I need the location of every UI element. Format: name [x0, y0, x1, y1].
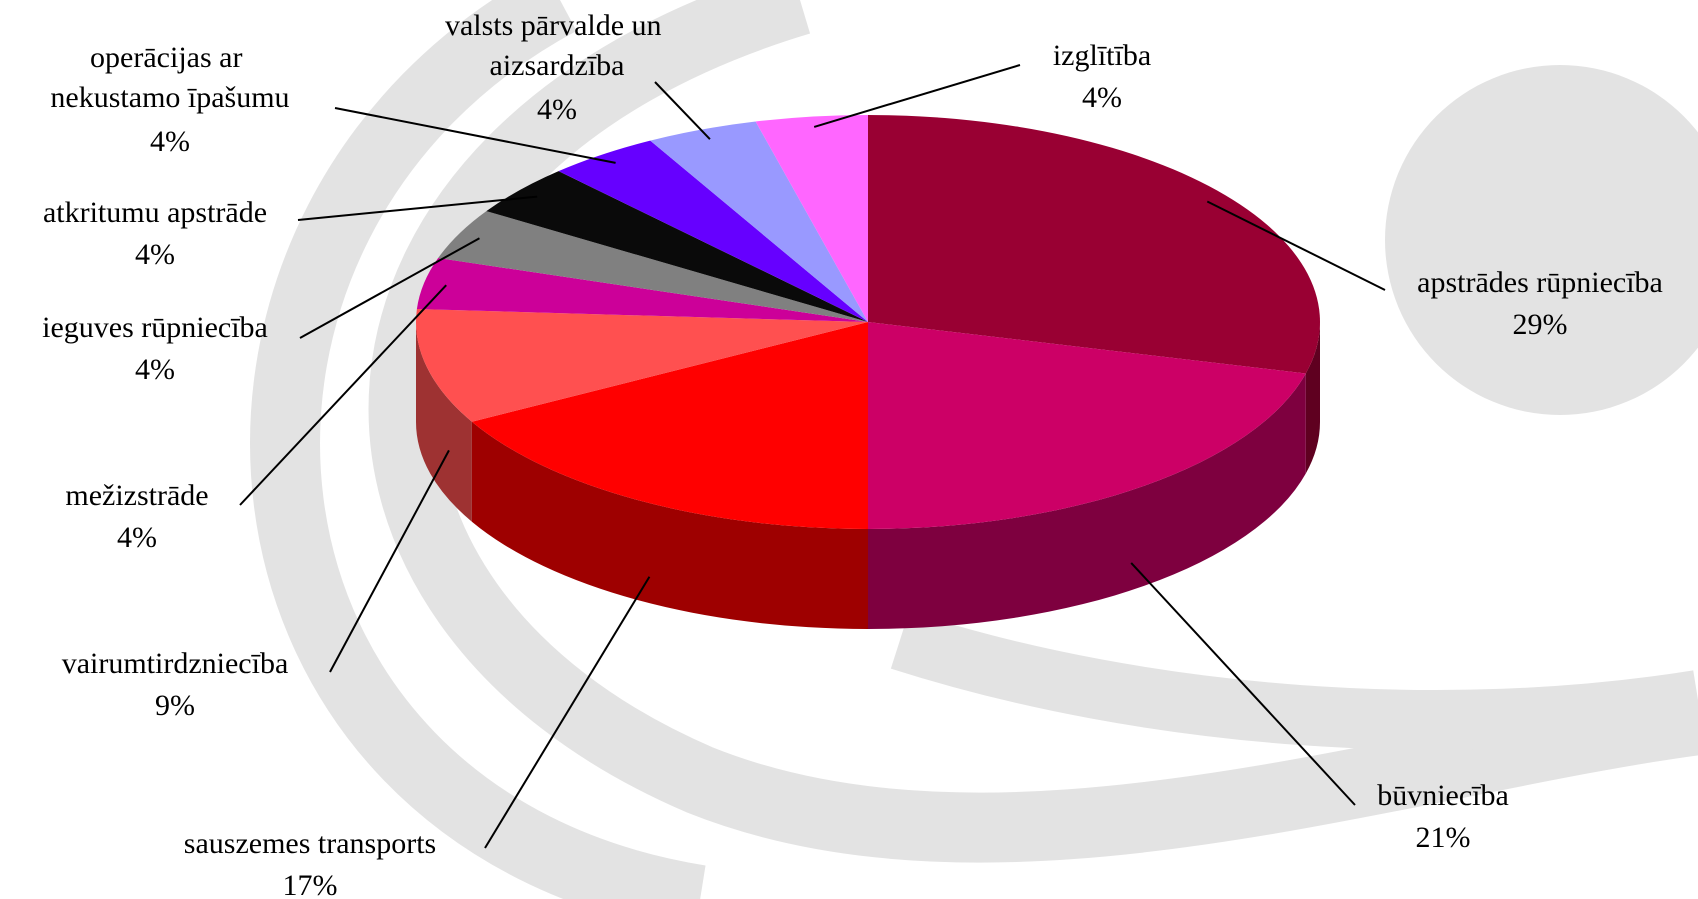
value-label: 4%	[150, 125, 190, 158]
category-label: mežizstrāde	[65, 479, 208, 512]
slice	[471, 322, 868, 529]
leader-line	[1206, 200, 1386, 291]
leader-line	[299, 237, 480, 339]
leader-line	[1130, 562, 1356, 806]
value-label: 4%	[117, 521, 157, 554]
slice	[486, 171, 868, 322]
category-label: atkritumu apstrāde	[43, 196, 267, 229]
value-label: 4%	[537, 93, 577, 126]
slice	[755, 115, 868, 322]
value-label: 4%	[1082, 81, 1122, 114]
leader-line	[334, 107, 616, 164]
leader-line	[654, 81, 711, 140]
leader-line	[297, 195, 538, 221]
category-label: izglītība	[1053, 39, 1151, 72]
slice-side	[471, 421, 868, 629]
slice	[416, 309, 868, 422]
value-label: 21%	[1416, 821, 1471, 854]
value-label: 4%	[135, 238, 175, 271]
category-label: apstrādes rūpniecība	[1417, 266, 1663, 299]
slice	[438, 211, 868, 322]
slice-side	[868, 373, 1306, 629]
leader-line	[484, 576, 651, 849]
slice	[558, 140, 868, 322]
value-label: 17%	[283, 869, 338, 899]
leader-line	[239, 284, 447, 506]
category-label: vairumtirdzniecība	[62, 647, 289, 680]
slice	[416, 258, 868, 322]
category-label: operācijas ar nekustamo īpašumu	[50, 41, 289, 114]
slice	[650, 121, 868, 322]
category-label: ieguves rūpniecība	[42, 311, 268, 344]
slice-side	[416, 322, 472, 522]
slice	[868, 322, 1306, 529]
category-label: valsts pārvalde un aizsardzība	[445, 9, 669, 82]
leader-line	[329, 449, 450, 673]
value-label: 9%	[155, 689, 195, 722]
slice-side	[1305, 322, 1320, 474]
slice	[868, 115, 1320, 374]
value-label: 4%	[135, 353, 175, 386]
category-label: sauszemes transports	[184, 827, 436, 860]
value-label: 29%	[1513, 308, 1568, 341]
leader-line	[813, 64, 1021, 128]
category-label: būvniecība	[1377, 779, 1509, 812]
